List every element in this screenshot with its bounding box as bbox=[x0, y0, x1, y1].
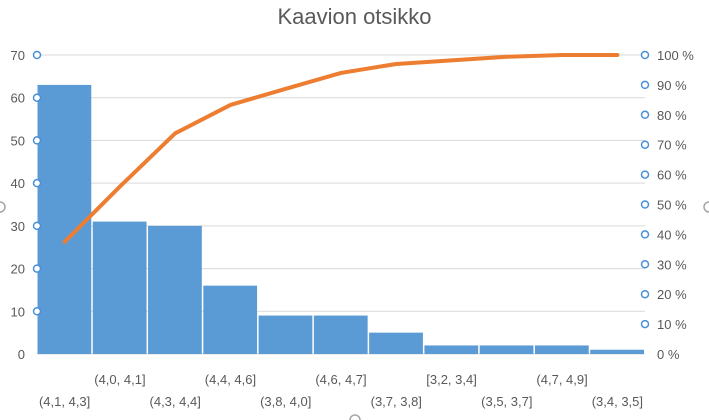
y-axis-tick-label: 10 bbox=[11, 304, 25, 319]
y-axis-tick-label: 0 bbox=[18, 347, 25, 362]
x-axis-tick-label: (3,5, 3,7] bbox=[481, 394, 532, 409]
histogram-bar bbox=[424, 345, 479, 354]
histogram-bar bbox=[258, 315, 313, 354]
y2-axis-tick-label: 40 % bbox=[657, 227, 687, 242]
y2-axis-tick-label: 80 % bbox=[657, 108, 687, 123]
frame-handle bbox=[703, 201, 709, 213]
y2-axis-tick-label: 30 % bbox=[657, 257, 687, 272]
y-axis-tick-label: 20 bbox=[11, 262, 25, 277]
histogram-bar bbox=[479, 345, 534, 354]
selection-handle bbox=[640, 319, 650, 329]
y2-axis-tick-label: 0 % bbox=[657, 347, 680, 362]
selection-handle bbox=[32, 93, 42, 102]
histogram-bar bbox=[203, 285, 258, 354]
chart-title[interactable]: Kaavion otsikko bbox=[277, 4, 432, 29]
selection-handle bbox=[32, 178, 42, 188]
y-axis-tick-label: 60 bbox=[11, 91, 25, 106]
x-axis-tick-label: (4,3, 4,4] bbox=[150, 394, 201, 409]
selection-handle bbox=[640, 50, 650, 60]
x-axis-tick-label: (4,6, 4,7] bbox=[315, 372, 366, 387]
selection-handle bbox=[640, 260, 650, 269]
frame-handle bbox=[349, 414, 361, 420]
histogram-bar bbox=[37, 84, 92, 355]
y-axis-tick-label: 40 bbox=[11, 176, 25, 191]
histogram-bar bbox=[313, 315, 368, 354]
cumulative-line bbox=[62, 53, 620, 244]
selection-handle bbox=[640, 140, 650, 149]
y-axis-tick-label: 30 bbox=[11, 219, 25, 234]
y-axis-tick-label: 70 bbox=[11, 48, 25, 63]
x-axis-tick-label: (4,1, 4,3] bbox=[39, 394, 90, 409]
selection-handle bbox=[640, 289, 650, 299]
y2-axis-tick-label: 100 % bbox=[657, 48, 694, 63]
histogram-bar bbox=[92, 221, 147, 354]
y2-axis-tick-label: 20 % bbox=[657, 287, 687, 302]
histogram-bar bbox=[148, 225, 202, 354]
selection-handle bbox=[640, 170, 650, 179]
y-axis-tick-label: 50 bbox=[11, 133, 25, 148]
selection-handle bbox=[640, 80, 650, 90]
frame-handle bbox=[0, 201, 6, 213]
selection-handle bbox=[640, 200, 650, 209]
histogram-bar bbox=[534, 345, 589, 354]
selection-handle bbox=[32, 264, 42, 273]
histogram-bar bbox=[369, 332, 423, 354]
selection-handle bbox=[640, 230, 650, 239]
x-axis-tick-label: [3,2, 3,4] bbox=[426, 372, 477, 387]
selection-handle bbox=[32, 221, 42, 231]
y2-axis-tick-label: 10 % bbox=[657, 317, 687, 332]
x-axis-tick-label: (4,7, 4,9] bbox=[536, 372, 587, 387]
y2-axis-tick-label: 90 % bbox=[657, 78, 687, 93]
histogram-bar bbox=[590, 349, 644, 354]
selection-handle bbox=[32, 50, 42, 60]
selection-handle bbox=[32, 307, 42, 316]
x-axis-tick-label: (4,4, 4,6] bbox=[205, 372, 256, 387]
y2-axis-tick-label: 70 % bbox=[657, 138, 687, 153]
selection-handle bbox=[640, 110, 650, 120]
x-axis-tick-label: (4,0, 4,1] bbox=[94, 372, 145, 387]
x-axis-tick-label: (3,7, 3,8] bbox=[371, 394, 422, 409]
x-axis-tick-label: (3,4, 3,5] bbox=[592, 394, 643, 409]
selection-handle bbox=[32, 136, 42, 145]
y2-axis-tick-label: 50 % bbox=[657, 198, 687, 213]
x-axis-tick-label: (3,8, 4,0] bbox=[260, 394, 311, 409]
y2-axis-tick-label: 60 % bbox=[657, 168, 687, 183]
